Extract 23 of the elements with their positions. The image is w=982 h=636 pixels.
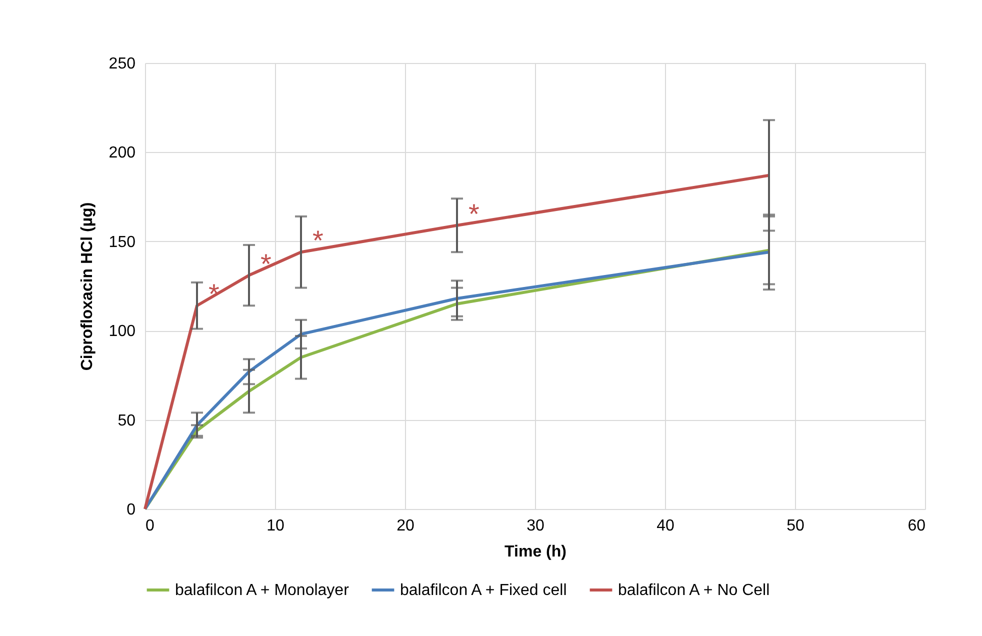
y-tick-label: 100 bbox=[108, 323, 136, 340]
x-tick-label: 0 bbox=[146, 518, 154, 534]
x-tick-label: 60 bbox=[908, 518, 926, 534]
legend-label: balafilcon A + Monolayer bbox=[175, 582, 350, 599]
x-axis-title: Time (h) bbox=[504, 544, 566, 560]
y-tick-label: 250 bbox=[108, 56, 136, 72]
x-tick-label: 50 bbox=[786, 518, 804, 534]
x-tick-label: 30 bbox=[526, 518, 544, 534]
legend-label: balafilcon A + No Cell bbox=[618, 582, 770, 599]
y-tick-label: 200 bbox=[108, 144, 136, 162]
annotation: * bbox=[260, 248, 272, 280]
y-tick-label: 150 bbox=[108, 234, 136, 251]
x-tick-label: 20 bbox=[396, 518, 414, 534]
x-tick-label: 10 bbox=[266, 518, 284, 534]
y-tick-label: 0 bbox=[126, 502, 136, 518]
line-series bbox=[144, 174, 770, 510]
annotation: * bbox=[312, 225, 324, 256]
annotation: * bbox=[468, 198, 480, 230]
annotation: * bbox=[208, 278, 220, 310]
legend-label: balafilcon A + Fixed cell bbox=[400, 582, 567, 599]
x-tick-label: 40 bbox=[656, 518, 674, 534]
y-axis-title: Ciprofloxacin HCl (µg) bbox=[78, 202, 96, 371]
y-tick-label: 50 bbox=[118, 412, 136, 430]
